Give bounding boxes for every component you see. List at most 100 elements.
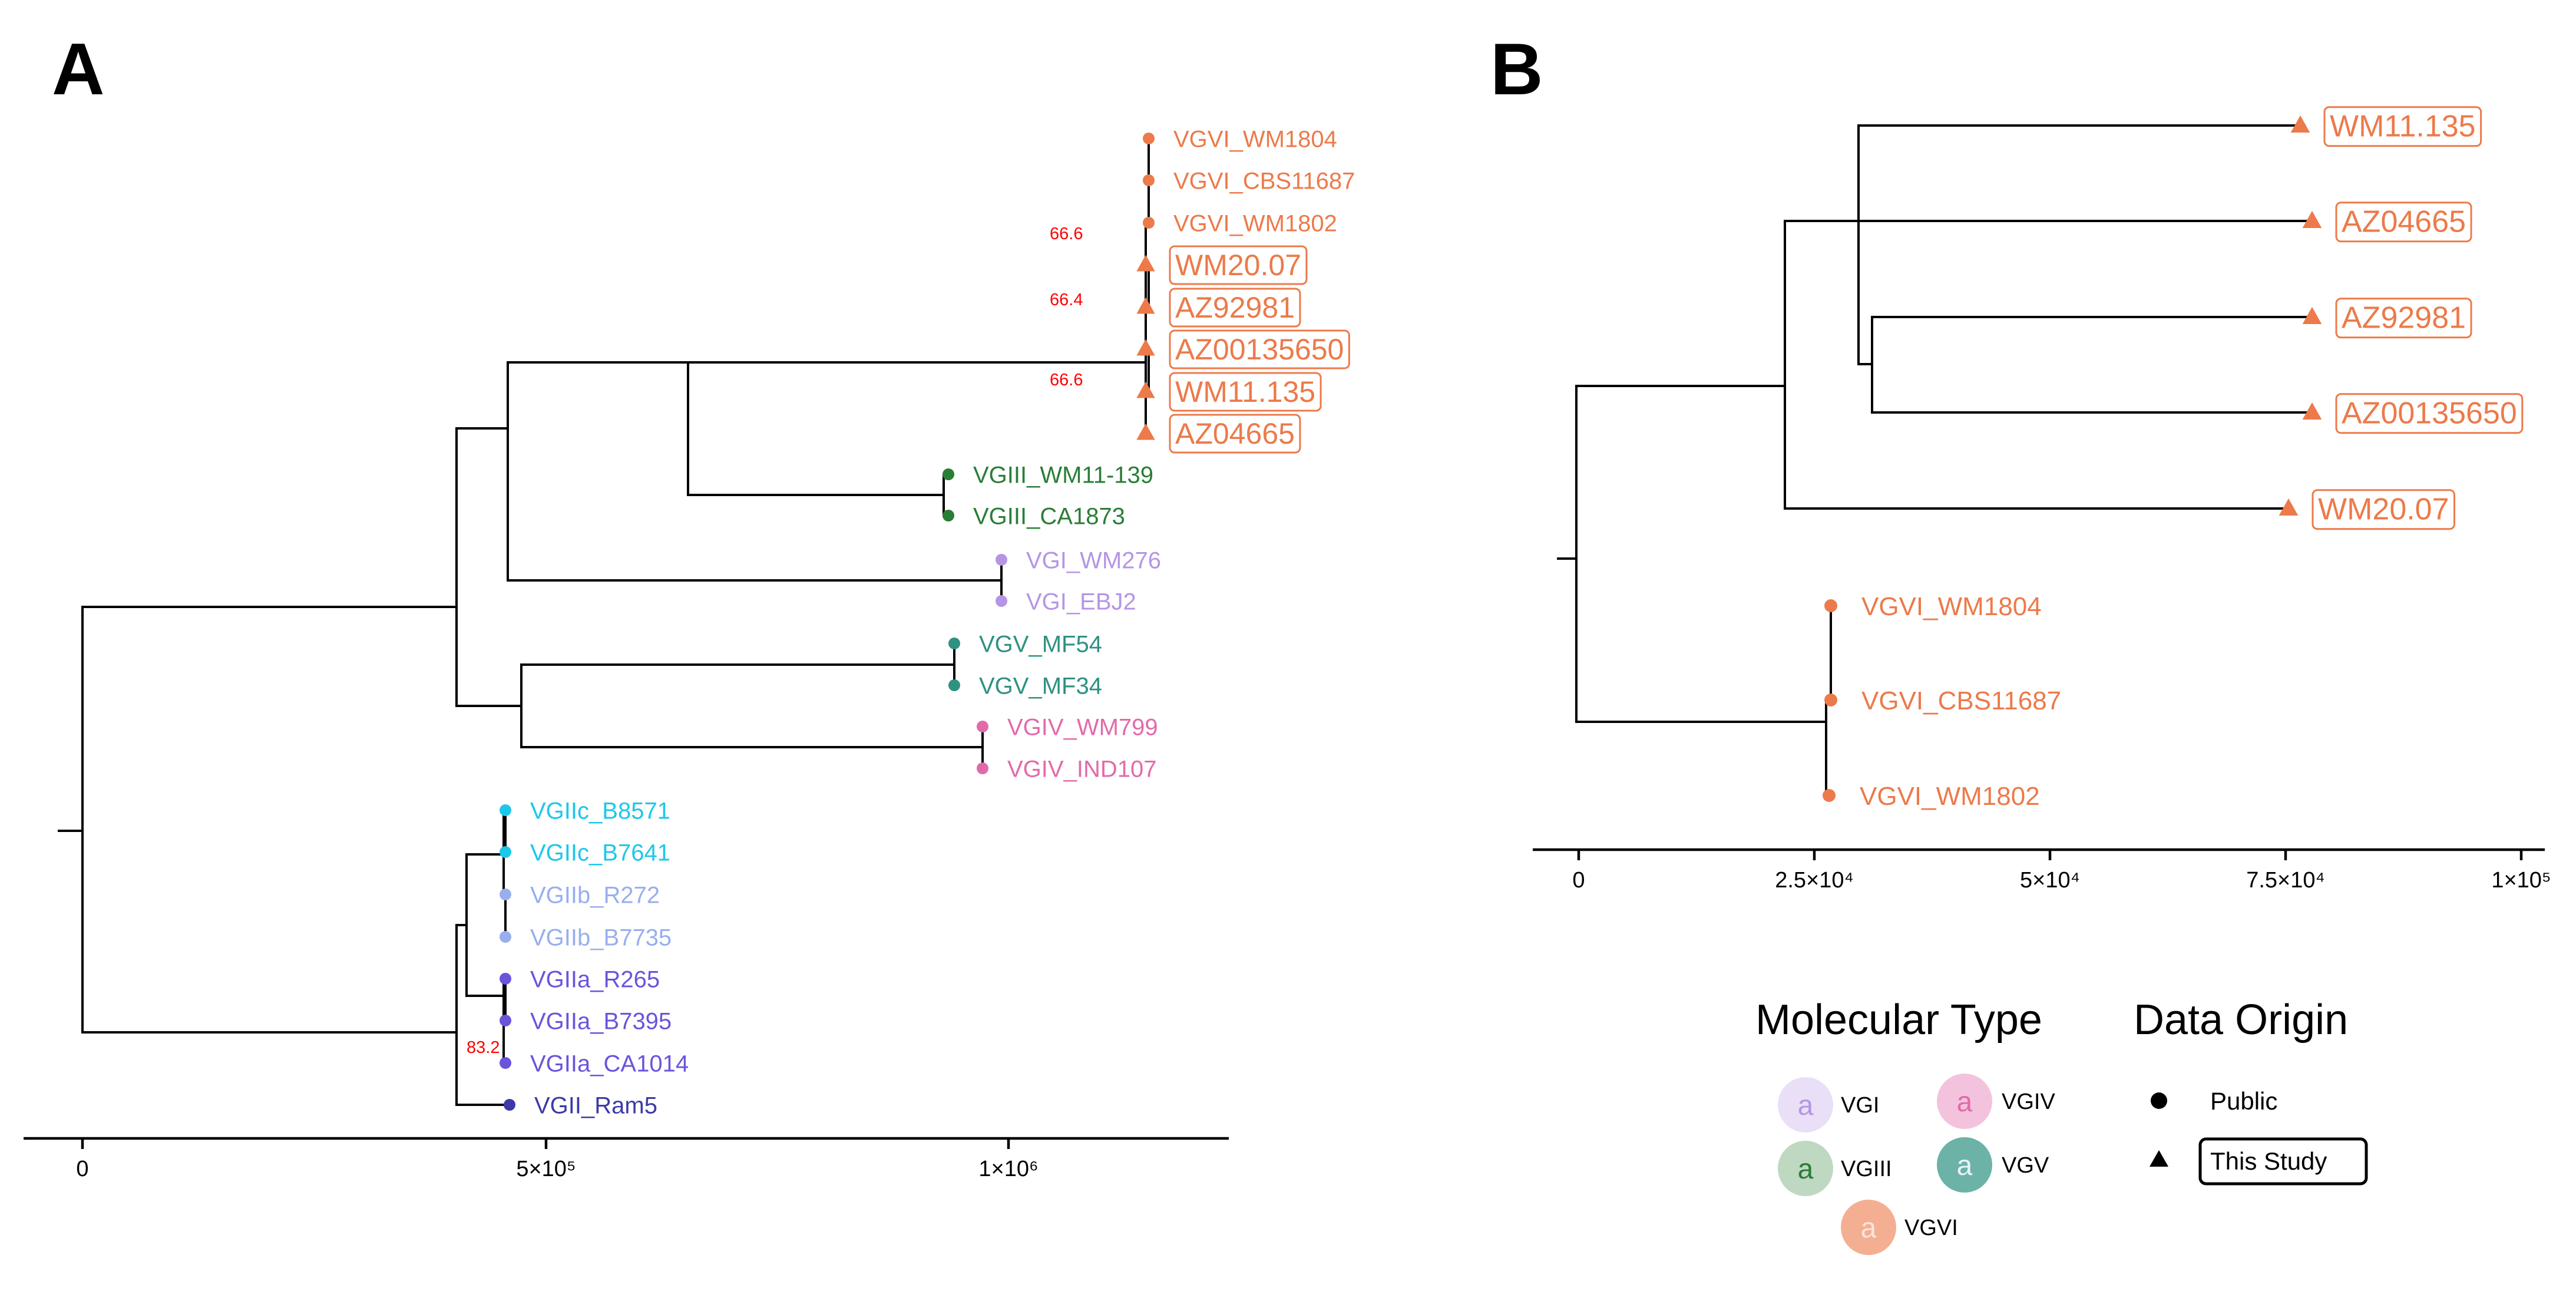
tip-label: VGVI_WM1804 — [1173, 126, 1337, 152]
legend-glyph: a — [1957, 1150, 1973, 1181]
tip-triangle-marker — [2302, 402, 2322, 420]
tip-circle-marker — [500, 973, 511, 985]
tip-label: VGIIb_B7735 — [530, 924, 672, 950]
tip-circle-marker — [500, 931, 511, 943]
tip-label-box — [2335, 202, 2472, 243]
tip-triangle-marker — [2302, 210, 2322, 229]
tip-circle-marker — [500, 804, 511, 816]
tip-label: VGIIc_B8571 — [530, 798, 670, 824]
legend-label: VGIII — [1841, 1157, 1892, 1181]
tree-b-branches — [1557, 124, 2313, 797]
tip-label: VGIIb_R272 — [530, 882, 660, 908]
tip-circle-marker — [1143, 174, 1155, 186]
legend-label: Public — [2210, 1087, 2277, 1115]
legend-item-vgv: a VGV — [1937, 1137, 2049, 1193]
tip-label: WM11.135 — [1175, 375, 1315, 408]
tip-label: VGVI_WM1804 — [1861, 592, 2042, 621]
legend-swatch — [1937, 1137, 1992, 1193]
tip-circle-marker — [943, 510, 954, 521]
study-triangle-icon — [2150, 1150, 2168, 1167]
tip-label-box — [1169, 245, 1308, 285]
tip-label: WM11.135 — [2330, 110, 2476, 144]
tip-label: AZ00135650 — [1175, 333, 1344, 366]
tip-triangle-marker — [1136, 297, 1155, 314]
tip-label: VGIIa_CA1014 — [530, 1051, 689, 1077]
tip-label: VGIV_IND107 — [1007, 756, 1156, 782]
tip-label: VGIIa_R265 — [530, 966, 660, 992]
legend-glyph: a — [1861, 1213, 1877, 1244]
tip-label: VGVI_CBS11687 — [1173, 168, 1355, 194]
tip-label: AZ04665 — [1175, 417, 1295, 450]
legend-swatch — [1778, 1141, 1833, 1196]
tip-label: VGVI_CBS11687 — [1861, 686, 2061, 715]
legend: Molecular Type a VGI a VGIV a VGIII a VG… — [1755, 996, 2368, 1255]
tip-triangle-marker — [1136, 255, 1155, 272]
tip-circle-marker — [977, 762, 988, 774]
tip-label: VGIII_WM11-139 — [973, 462, 1153, 488]
tip-label: VGIIc_B7641 — [530, 840, 670, 866]
tip-label: VGV_MF34 — [979, 673, 1102, 699]
tip-label-box — [1169, 288, 1301, 328]
legend-item-vgi: a VGI — [1778, 1077, 1879, 1132]
tip-circle-marker — [1143, 133, 1155, 144]
bootstrap-label: 66.4 — [1050, 290, 1083, 309]
tip-circle-marker — [1823, 789, 1836, 802]
tip-label-box — [2335, 298, 2472, 339]
tip-label: VGIIa_B7395 — [530, 1008, 672, 1034]
x-tick-label: 5×10⁵ — [516, 1157, 576, 1181]
tip-circle-marker — [500, 1015, 511, 1026]
tip-circle-marker — [943, 468, 954, 480]
x-tick-label: 7.5×10⁴ — [2246, 868, 2325, 893]
tip-label: AZ00135650 — [2342, 397, 2517, 431]
legend-swatch — [1841, 1200, 1896, 1255]
tree-b-axis: 0 2.5×10⁴ 5×10⁴ 7.5×10⁴ 1×10⁵ — [1533, 848, 2551, 893]
tip-label-box — [1169, 414, 1301, 454]
tip-circle-marker — [1824, 599, 1837, 612]
legend-glyph: a — [1798, 1154, 1814, 1185]
bootstrap-label: 83.2 — [467, 1038, 500, 1057]
tip-triangle-marker — [1136, 423, 1155, 440]
x-tick-label: 0 — [76, 1157, 88, 1181]
x-tick-label: 0 — [1572, 868, 1585, 893]
tree-a-tips: VGVI_WM1804 VGVI_CBS11687 VGVI_WM1802 WM20.… — [500, 126, 1355, 1118]
tip-label: VGIV_WM799 — [1007, 714, 1158, 740]
legend-label-box — [2198, 1137, 2368, 1186]
tip-circle-marker — [1824, 694, 1837, 706]
legend-label: VGIV — [2002, 1089, 2055, 1114]
tip-circle-marker — [977, 721, 988, 732]
tip-circle-marker — [500, 1057, 511, 1069]
tip-label-box — [1169, 372, 1322, 412]
legend-glyph: a — [1957, 1087, 1973, 1118]
tip-triangle-marker — [1136, 381, 1155, 398]
tip-triangle-marker — [2302, 306, 2322, 325]
tip-label-box — [2323, 106, 2482, 147]
legend-glyph: a — [1798, 1090, 1814, 1121]
tip-label-box — [2312, 489, 2456, 530]
tip-label: WM20.07 — [1175, 249, 1301, 282]
tip-label: VGII_Ram5 — [534, 1092, 657, 1118]
tip-triangle-marker — [1136, 339, 1155, 356]
legend-molecular-type: Molecular Type a VGI a VGIV a VGIII a VG… — [1755, 996, 2055, 1255]
x-tick-label: 1×10⁶ — [978, 1157, 1038, 1181]
tip-label: AZ04665 — [2342, 205, 2466, 239]
legend-title: Molecular Type — [1755, 996, 2042, 1044]
bootstrap-label: 66.6 — [1050, 224, 1083, 243]
public-circle-icon — [2151, 1092, 2167, 1109]
tree-a-axis: 0 5×10⁵ 1×10⁶ — [24, 1137, 1229, 1181]
tip-triangle-marker — [2279, 498, 2299, 516]
panel-b-label: B — [1490, 29, 1543, 110]
tip-circle-marker — [504, 1099, 515, 1111]
tip-triangle-marker — [2290, 115, 2310, 133]
tip-label: VGI_EBJ2 — [1026, 589, 1136, 615]
tip-circle-marker — [948, 679, 960, 691]
tip-label-box — [1169, 329, 1350, 369]
tip-circle-marker — [996, 554, 1007, 566]
legend-swatch — [1778, 1077, 1833, 1132]
tip-label: AZ92981 — [2342, 301, 2466, 335]
tip-label: AZ92981 — [1175, 291, 1295, 324]
tip-label: VGV_MF54 — [979, 631, 1102, 657]
panel-a-label: A — [52, 29, 105, 110]
tip-circle-marker — [996, 595, 1007, 607]
x-tick-label: 2.5×10⁴ — [1775, 868, 1854, 893]
